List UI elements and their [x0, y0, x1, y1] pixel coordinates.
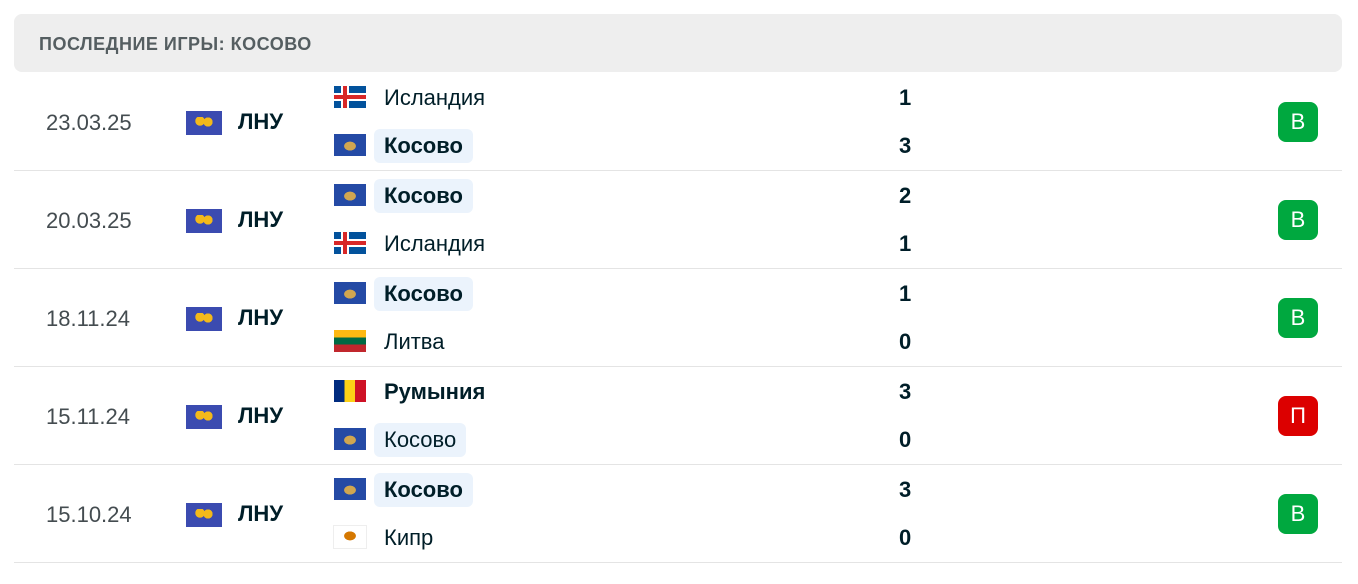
match-date: 18.11.24 — [46, 306, 131, 331]
team-name[interactable]: Косово — [374, 129, 473, 163]
iceland-flag-icon — [334, 232, 366, 254]
score: 3 — [899, 379, 912, 404]
result-badge: В — [1278, 298, 1318, 338]
romania-flag-icon — [334, 380, 366, 402]
team-name[interactable]: Косово — [374, 179, 473, 213]
match-date: 23.03.25 — [46, 110, 132, 135]
team-name[interactable]: Кипр — [384, 525, 434, 550]
iceland-flag-icon — [334, 86, 366, 108]
team-name[interactable]: Косово — [374, 423, 467, 457]
team-away: Исландия 1 — [334, 227, 934, 261]
world-map-icon — [186, 405, 222, 429]
score: 1 — [899, 231, 912, 256]
league-name[interactable]: ЛНУ — [238, 109, 284, 134]
score: 3 — [899, 477, 912, 502]
world-map-icon — [186, 307, 222, 331]
team-away: Литва 0 — [334, 325, 934, 359]
team-home: Косово 3 — [334, 473, 934, 507]
league-name[interactable]: ЛНУ — [238, 207, 284, 232]
league-name[interactable]: ЛНУ — [238, 501, 284, 526]
match-row[interactable]: 18.11.24 ЛНУ Косово 1 Литва 0 В — [14, 269, 1342, 367]
result-badge: В — [1278, 102, 1318, 142]
team-name[interactable]: Литва — [384, 329, 445, 354]
league-name[interactable]: ЛНУ — [238, 305, 284, 330]
score: 1 — [899, 85, 912, 110]
match-date: 15.11.24 — [46, 404, 131, 429]
kosovo-flag-icon — [334, 478, 366, 500]
score: 0 — [899, 427, 912, 452]
section-header: ПОСЛЕДНИЕ ИГРЫ: КОСОВО — [14, 14, 1342, 72]
team-name[interactable]: Косово — [374, 277, 473, 311]
team-away: Косово 3 — [334, 129, 934, 163]
world-map-icon — [186, 111, 222, 135]
kosovo-flag-icon — [334, 184, 366, 206]
team-home: Косово 2 — [334, 179, 934, 213]
score: 0 — [899, 329, 912, 354]
world-map-icon — [186, 503, 222, 527]
match-date: 20.03.25 — [46, 208, 132, 233]
match-row[interactable]: 23.03.25 ЛНУ Исландия 1 Косово 3 В — [14, 73, 1342, 171]
match-row[interactable]: 20.03.25 ЛНУ Косово 2 Исландия 1 В — [14, 171, 1342, 269]
team-name[interactable]: Румыния — [384, 379, 486, 404]
match-row[interactable]: 15.11.24 ЛНУ Румыния 3 Косово 0 П — [14, 367, 1342, 465]
section-title: ПОСЛЕДНИЕ ИГРЫ: КОСОВО — [39, 34, 312, 54]
match-row[interactable]: 15.10.24 ЛНУ Косово 3 Кипр 0 В — [14, 465, 1342, 563]
match-date: 15.10.24 — [46, 502, 132, 527]
team-home: Исландия 1 — [334, 81, 934, 115]
kosovo-flag-icon — [334, 282, 366, 304]
kosovo-flag-icon — [334, 134, 366, 156]
result-badge: В — [1278, 200, 1318, 240]
result-badge: В — [1278, 494, 1318, 534]
team-name[interactable]: Исландия — [384, 85, 486, 110]
score: 1 — [899, 281, 912, 306]
kosovo-flag-icon — [334, 428, 366, 450]
team-away: Кипр 0 — [333, 521, 934, 555]
score: 2 — [899, 183, 912, 208]
league-name[interactable]: ЛНУ — [238, 403, 284, 428]
team-home: Косово 1 — [334, 277, 934, 311]
score: 3 — [899, 133, 912, 158]
team-away: Косово 0 — [334, 423, 934, 457]
score: 0 — [899, 525, 912, 550]
team-name[interactable]: Исландия — [384, 231, 486, 256]
team-name[interactable]: Косово — [374, 473, 473, 507]
result-badge: П — [1278, 396, 1318, 436]
team-home: Румыния 3 — [334, 375, 934, 409]
world-map-icon — [186, 209, 222, 233]
lithuania-flag-icon — [334, 330, 366, 352]
cyprus-flag-icon — [333, 525, 367, 549]
